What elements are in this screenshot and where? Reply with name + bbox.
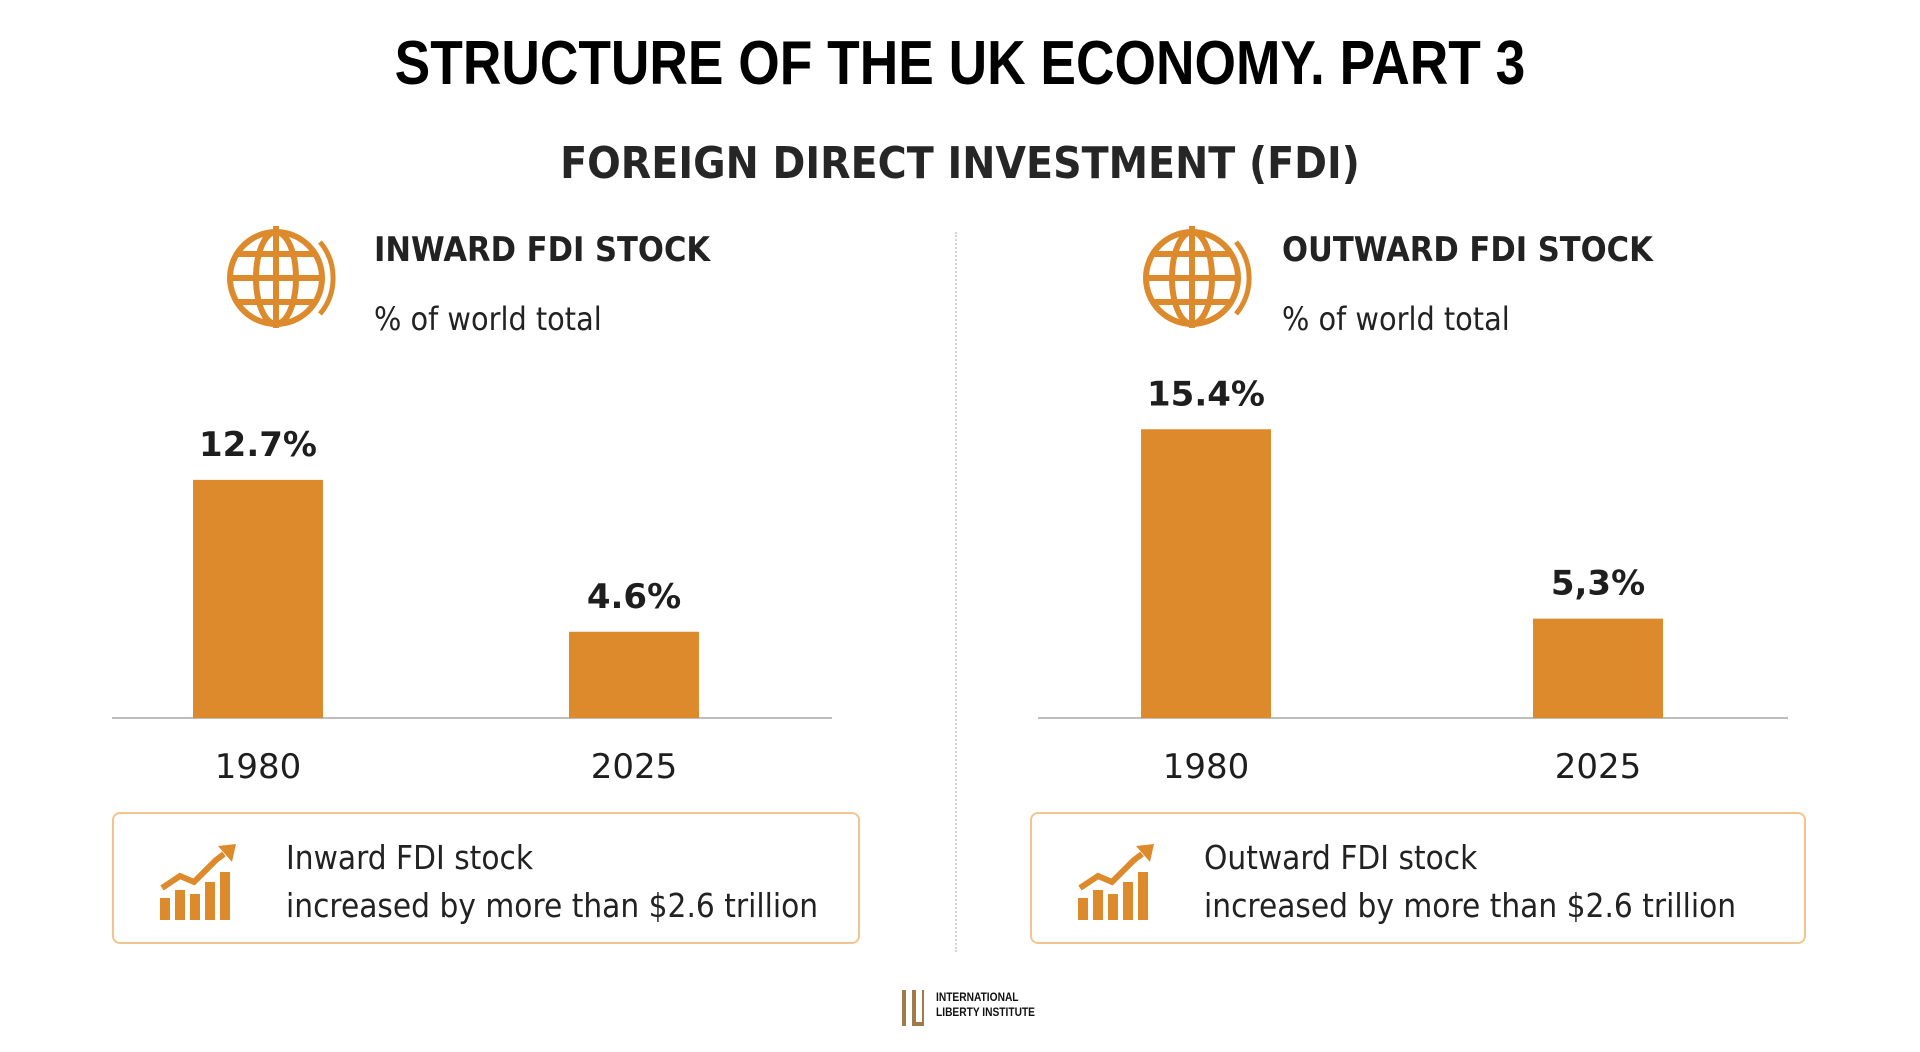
bar-1980 xyxy=(193,479,323,718)
inward-fdi-chart: 12.7% 1980 4.6% 2025 xyxy=(112,425,832,787)
globe-icon xyxy=(1143,226,1252,328)
x-tick-label: 1980 xyxy=(215,747,302,787)
panel-heading: OUTWARD FDI STOCK xyxy=(1282,230,1653,270)
x-tick-label: 2025 xyxy=(591,747,678,787)
logo-line1: INTERNATIONAL xyxy=(936,990,1019,1004)
inward-callout: Inward FDI stock increased by more than … xyxy=(112,812,860,944)
logo-line2: LIBERTY INSTITUTE xyxy=(936,1005,1035,1019)
growth-chart-icon xyxy=(160,844,236,920)
panel-unit: % of world total xyxy=(1282,300,1510,338)
x-tick-label: 2025 xyxy=(1555,747,1642,787)
callout-line1: Inward FDI stock xyxy=(286,838,534,877)
outward-fdi-chart: 15.4% 1980 5,3% 2025 xyxy=(1038,374,1788,787)
bar-value-label: 12.7% xyxy=(199,425,317,465)
page-title: STRUCTURE OF THE UK ECONOMY. PART 3 xyxy=(394,29,1526,98)
bar-value-label: 5,3% xyxy=(1551,564,1645,604)
bar-value-label: 15.4% xyxy=(1147,374,1265,414)
bar-1980 xyxy=(1141,429,1271,718)
callout-line2: increased by more than $2.6 trillion xyxy=(286,886,819,925)
outward-callout: Outward FDI stock increased by more than… xyxy=(1030,812,1806,944)
callout-line1: Outward FDI stock xyxy=(1204,838,1478,877)
panel-unit: % of world total xyxy=(374,300,602,338)
callout-line2: increased by more than $2.6 trillion xyxy=(1204,886,1737,925)
page-subtitle: FOREIGN DIRECT INVESTMENT (FDI) xyxy=(560,138,1360,189)
bar-2025 xyxy=(1533,618,1663,718)
panel-heading: INWARD FDI STOCK xyxy=(374,230,711,270)
logo-mark-icon xyxy=(902,990,924,1026)
bar-value-label: 4.6% xyxy=(587,577,681,617)
x-tick-label: 1980 xyxy=(1163,747,1250,787)
growth-chart-icon xyxy=(1078,844,1154,920)
globe-icon xyxy=(227,226,336,328)
institute-logo: INTERNATIONAL LIBERTY INSTITUTE xyxy=(900,988,1040,1028)
bar-2025 xyxy=(569,631,699,718)
logo-text: INTERNATIONAL LIBERTY INSTITUTE xyxy=(936,990,1035,1020)
outward-fdi-panel: OUTWARD FDI STOCK % of world total 15.4%… xyxy=(1030,0,1862,1052)
inward-fdi-panel: INWARD FDI STOCK % of world total 12.7% 1… xyxy=(112,0,932,1052)
panel-divider xyxy=(955,232,957,952)
